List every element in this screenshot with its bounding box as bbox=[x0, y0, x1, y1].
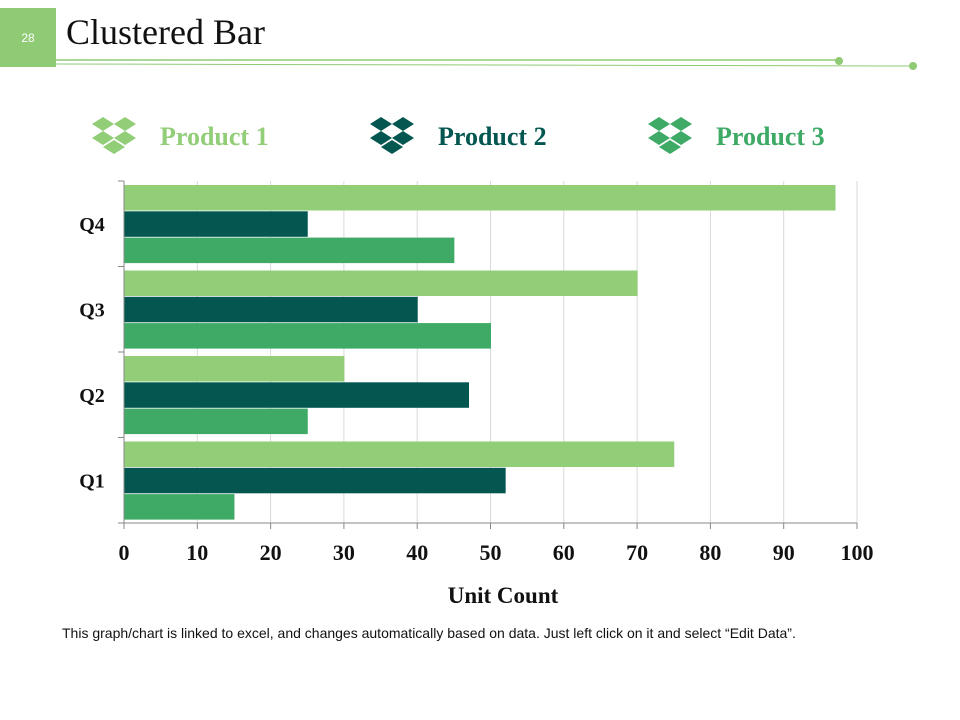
legend-item-product-3: Product 3 bbox=[648, 112, 825, 162]
bar-product-3-q3[interactable] bbox=[124, 323, 492, 349]
x-tick-label: 40 bbox=[406, 540, 428, 565]
bar-product-2-q3[interactable] bbox=[124, 296, 418, 323]
slide-title: Clustered Bar bbox=[66, 12, 265, 52]
x-tick-label: 50 bbox=[480, 540, 502, 565]
bar-product-3-q1[interactable] bbox=[124, 494, 235, 520]
clustered-bar-chart[interactable]: 0 10 20 30 40 50 60 70 80 90 100 Q1 Q2 Q3 Q4 Unit Coun… bbox=[0, 0, 960, 620]
x-tick-label: 90 bbox=[773, 540, 795, 565]
bar-product-1-q4[interactable] bbox=[124, 185, 836, 211]
y-tick-label: Q2 bbox=[79, 385, 105, 407]
x-tick-label: 20 bbox=[260, 540, 282, 565]
y-tick-label: Q4 bbox=[79, 214, 105, 236]
legend-item-product-1: Product 1 bbox=[92, 112, 269, 162]
bar-product-1-q3[interactable] bbox=[124, 270, 638, 297]
dropbox-box-icon bbox=[370, 117, 414, 154]
x-tick-label: 100 bbox=[841, 540, 874, 565]
bar-product-2-q2[interactable] bbox=[124, 382, 470, 408]
axes: 0 10 20 30 40 50 60 70 80 90 100 Q1 Q2 Q3 Q4 bbox=[79, 180, 874, 565]
bar-product-2-q1[interactable] bbox=[124, 467, 506, 494]
title-underline bbox=[55, 57, 917, 70]
x-tick-label: 10 bbox=[186, 540, 208, 565]
legend-item-product-2: Product 2 bbox=[370, 112, 547, 162]
dropbox-box-icon bbox=[648, 117, 692, 154]
slide-number: 28 bbox=[0, 8, 56, 67]
y-tick-label: Q3 bbox=[79, 299, 105, 321]
x-tick-label: 30 bbox=[333, 540, 355, 565]
dropbox-box-icon bbox=[92, 117, 136, 154]
x-tick-label: 60 bbox=[553, 540, 575, 565]
x-axis-label: Unit Count bbox=[448, 583, 559, 608]
y-tick-label: Q1 bbox=[79, 470, 105, 492]
bar-product-3-q4[interactable] bbox=[124, 237, 455, 264]
x-tick-label: 80 bbox=[699, 540, 721, 565]
bar-product-1-q1[interactable] bbox=[124, 441, 675, 468]
x-tick-label: 0 bbox=[119, 540, 130, 565]
bar-product-3-q2[interactable] bbox=[124, 408, 308, 435]
x-tick-label: 70 bbox=[626, 540, 648, 565]
legend-label: Product 2 bbox=[438, 122, 547, 151]
legend-label: Product 1 bbox=[160, 122, 269, 151]
bars[interactable] bbox=[124, 185, 836, 520]
legend-label: Product 3 bbox=[716, 122, 825, 151]
bar-product-2-q4[interactable] bbox=[124, 211, 308, 237]
footer-note: This graph/chart is linked to excel, and… bbox=[62, 625, 796, 641]
bar-product-1-q2[interactable] bbox=[124, 356, 345, 382]
